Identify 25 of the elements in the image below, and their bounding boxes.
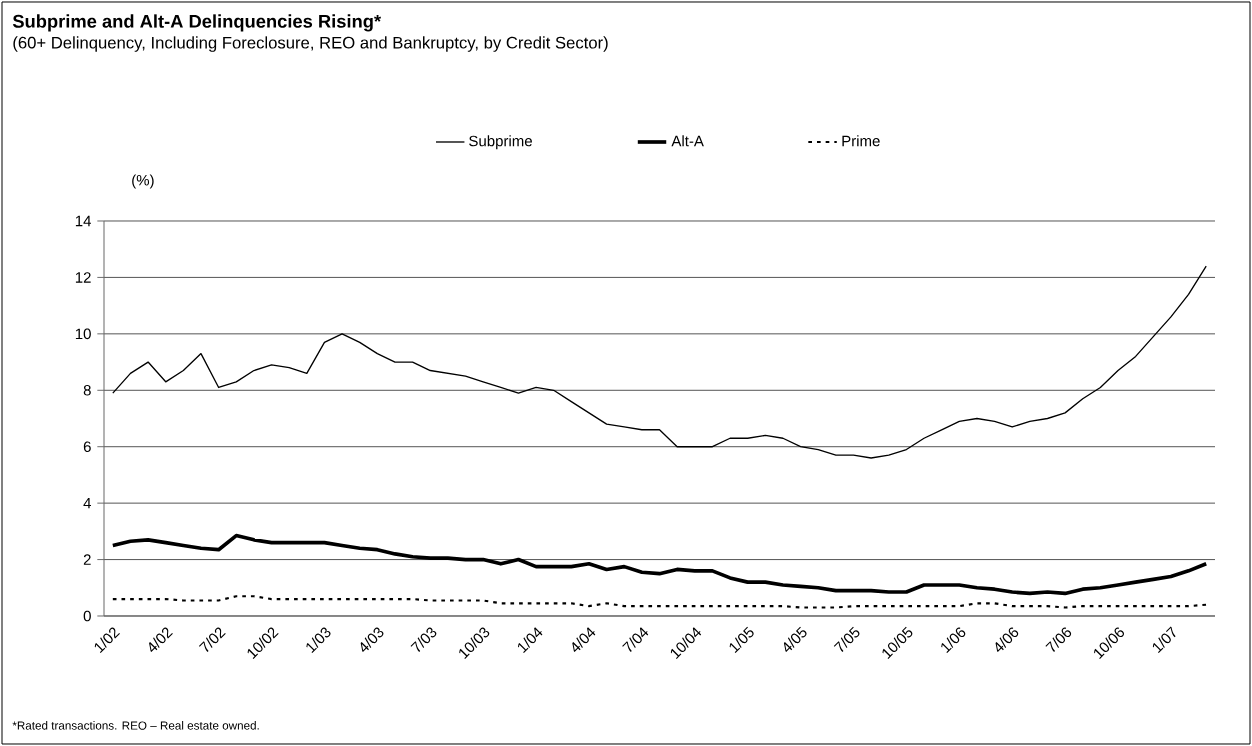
x-tick-label: 4/03 (360, 627, 384, 652)
chart-title: Subprime and Alt-A Delinquencies Rising* (12, 14, 382, 32)
x-tick-label: 4/02 (149, 627, 173, 652)
y-tick-label: 2 (83, 554, 91, 565)
y-tick-label: 4 (83, 497, 91, 509)
y-axis-title: (%) (132, 174, 154, 189)
y-tick-label: 14 (75, 215, 91, 227)
y-tick-label: 10 (75, 328, 91, 340)
chart-subtitle: (60+ Delinquency, Including Foreclosure, REO and Bankruptcy, by Credit Sector) (13, 36, 608, 52)
x-tick-label: 4/04 (572, 627, 596, 652)
text: *Rated transactions. REO – Real estate owned. (12, 721, 259, 730)
legend-label: Prime (842, 135, 880, 147)
y-tick-label: 6 (83, 441, 91, 453)
y-tick-label: 8 (83, 384, 91, 396)
x-tick-label: 4/05 (783, 626, 807, 652)
y-tick-label: 12 (75, 272, 91, 283)
x-tick-label: 7/04 (622, 627, 649, 652)
x-tick-label: 7/06 (1045, 627, 1072, 652)
x-tick-label: 7/02 (198, 627, 226, 652)
x-tick-label: 4/06 (995, 627, 1019, 652)
y-tick-label: 0 (83, 610, 91, 622)
legend-label: Alt-A (671, 135, 704, 147)
legend-label: Subprime (469, 135, 532, 150)
x-tick-label: 7/03 (410, 627, 437, 652)
x-tick-label: 7/05 (833, 626, 860, 652)
